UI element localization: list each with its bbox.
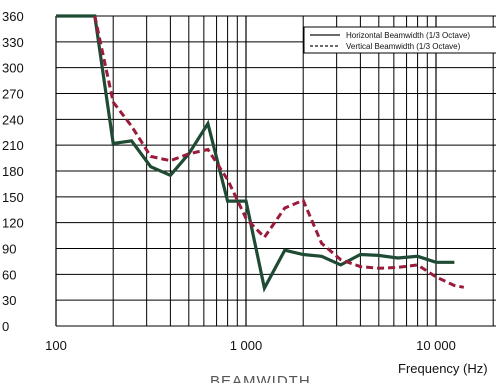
y-tick-labels: 0 30 60 90 120 150 180 210 240 270 300 330 360 bbox=[2, 9, 24, 334]
y-tick-label: 0 bbox=[2, 319, 9, 334]
y-tick-label: 150 bbox=[2, 190, 24, 205]
y-tick-label: 360 bbox=[2, 9, 24, 24]
y-tick-label: 180 bbox=[2, 164, 24, 179]
y-tick-label: 30 bbox=[2, 293, 16, 308]
x-tick-label: 1 000 bbox=[230, 338, 263, 353]
legend: Horizontal Beamwidth (1/3 Octave) Vertic… bbox=[303, 26, 496, 54]
y-tick-label: 270 bbox=[2, 87, 24, 102]
y-tick-label: 60 bbox=[2, 267, 16, 282]
x-axis-label: Frequency (Hz) bbox=[398, 361, 488, 376]
legend-vertical-label: Vertical Beamwidth (1/3 Octave) bbox=[346, 42, 461, 51]
grid bbox=[55, 15, 496, 327]
legend-horizontal-label: Horizontal Beamwidth (1/3 Octave) bbox=[346, 31, 470, 40]
legend-box bbox=[303, 26, 496, 54]
x-tick-labels: 100 1 000 10 000 bbox=[45, 338, 456, 353]
horizontal-beamwidth-line bbox=[56, 14, 455, 293]
chart-caption: BEAMWIDTH bbox=[210, 373, 311, 383]
series-lines bbox=[55, 14, 465, 293]
y-tick-label: 300 bbox=[2, 61, 24, 76]
y-tick-label: 240 bbox=[2, 112, 24, 127]
y-tick-label: 330 bbox=[2, 35, 24, 50]
y-tick-label: 210 bbox=[2, 138, 24, 153]
y-tick-label: 120 bbox=[2, 216, 24, 231]
x-tick-label: 10 000 bbox=[416, 338, 456, 353]
y-tick-label: 90 bbox=[2, 242, 16, 257]
x-tick-label: 100 bbox=[45, 338, 67, 353]
vertical-beamwidth-line bbox=[93, 15, 465, 289]
